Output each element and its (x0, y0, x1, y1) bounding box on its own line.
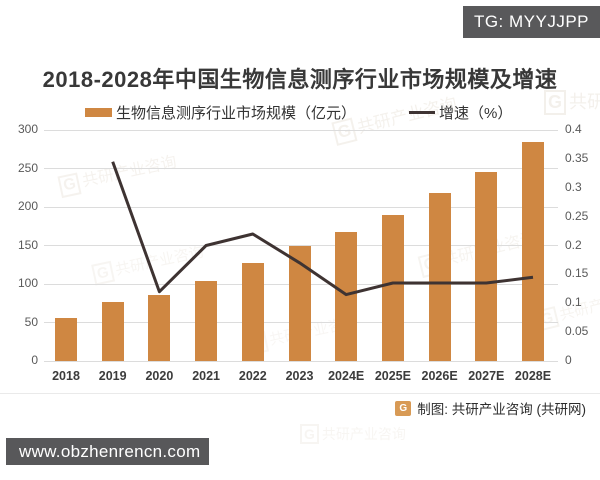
x-axis-label-2020: 2020 (145, 369, 174, 383)
y-axis-right-tick-0.05: 0.05 (565, 324, 589, 339)
watermark-text: 共研产业咨询 (569, 92, 600, 112)
bar-2027E (475, 171, 498, 361)
y-axis-left-tick-0: 0 (31, 353, 38, 367)
x-axis-label-2018: 2018 (52, 369, 80, 383)
bar-2018 (55, 317, 77, 361)
legend-bar-swatch-icon (85, 107, 112, 117)
y-axis-left-tick-200: 200 (17, 199, 38, 213)
bar-2028E (522, 142, 544, 361)
gridline-0 (44, 360, 558, 362)
bar-2026E (428, 193, 451, 361)
watermark-logo-icon: G (300, 424, 319, 444)
x-axis-label-2021: 2021 (192, 369, 220, 383)
y-axis-left-tick-300: 300 (17, 122, 38, 136)
legend-bar-label: 生物信息测序行业市场规模（亿元） (116, 104, 357, 122)
x-axis-label-2026E: 2026E (421, 369, 458, 383)
y-axis-left-tick-150: 150 (17, 237, 38, 252)
x-axis-label-2028E: 2028E (514, 369, 552, 383)
watermark-text: 共研产业咨询 (113, 243, 206, 279)
bar-2024E (335, 231, 358, 361)
x-axis-label-2022: 2022 (238, 369, 267, 383)
y-axis-right-tick-0.1: 0.1 (565, 295, 582, 310)
source-credit: G 制图: 共研产业咨询 (共研网) (395, 399, 586, 417)
bar-2021 (195, 280, 218, 361)
y-axis-right-tick-0.25: 0.25 (565, 208, 589, 223)
y-axis-right-tick-0.35: 0.35 (565, 150, 589, 165)
y-axis-left-tick-100: 100 (17, 276, 38, 290)
y-axis-left-tick-50: 50 (24, 314, 38, 329)
watermark-text: 共研产业咨询 (321, 426, 406, 442)
legend-item-market-size: 生物信息测序行业市场规模（亿元） (85, 103, 357, 122)
watermark-logo-icon: G (91, 260, 115, 286)
gridline-250 (44, 168, 558, 169)
watermark-logo-icon: G (57, 172, 83, 199)
watermark-text: 共研产业咨询 (80, 153, 179, 191)
bar-2019 (101, 302, 124, 361)
legend-item-growth-rate: 增速（%） (409, 103, 513, 122)
x-axis-label-2025E: 2025E (374, 369, 411, 383)
y-axis-right-tick-0.2: 0.2 (565, 237, 582, 252)
y-axis-right-tick-0.15: 0.15 (565, 266, 589, 281)
gridline-300 (44, 129, 558, 131)
tg-badge: TG: MYYJJPP (463, 6, 600, 38)
x-axis-label-2027E: 2027E (468, 369, 505, 383)
y-axis-right-tick-0.4: 0.4 (565, 122, 582, 136)
x-axis-label-2024E: 2024E (328, 369, 365, 383)
footer-url-bar: www.obzhenrencn.com (6, 438, 209, 465)
bar-2020 (148, 294, 171, 361)
source-credit-label: 制图: 共研产业咨询 (共研网) (417, 402, 586, 417)
bar-2025E (381, 214, 404, 361)
chart-title: 2018-2028年中国生物信息测序行业市场规模及增速 (42, 67, 558, 92)
x-axis-label-2023: 2023 (285, 369, 314, 383)
legend-line-swatch-icon (409, 110, 435, 114)
gongyan-logo-icon: G (395, 400, 412, 416)
y-axis-right-tick-0.3: 0.3 (565, 179, 582, 194)
growth-line-path (111, 161, 534, 297)
legend-line-label: 增速（%） (439, 104, 513, 122)
y-axis-right-tick-0: 0 (565, 353, 572, 367)
x-axis-label-2019: 2019 (98, 369, 127, 383)
chart-bottom-divider (0, 393, 600, 394)
bar-2023 (288, 245, 311, 361)
bar-2022 (241, 263, 264, 361)
y-axis-left-tick-250: 250 (17, 160, 38, 175)
